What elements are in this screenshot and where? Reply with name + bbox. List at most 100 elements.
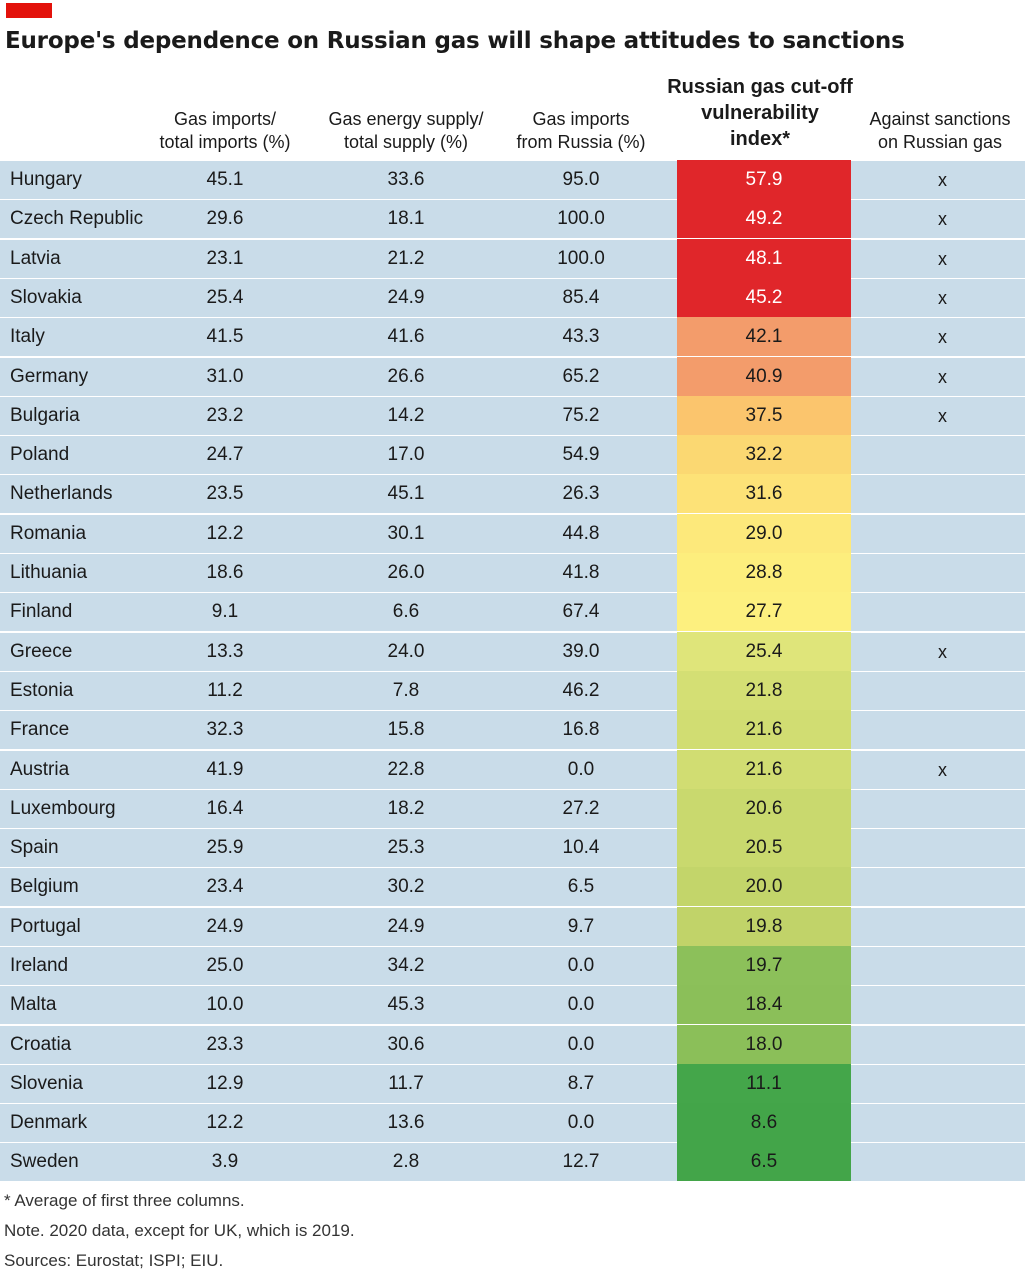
header-index-line3: index* (729, 128, 791, 150)
cell-russia-share: 95.0 (562, 169, 600, 190)
cell-country: Malta (10, 994, 57, 1015)
cell-gas-imports: 23.3 (206, 1034, 244, 1055)
footnote-note: Note. 2020 data, except for UK, which is… (4, 1221, 355, 1240)
row-divider (0, 1064, 1025, 1065)
cell-vulnerability-index: 11.1 (677, 1064, 851, 1103)
row-background (0, 435, 1025, 474)
row-divider (0, 474, 1025, 475)
cell-country: Spain (10, 837, 59, 858)
table-row: Spain 25.9 25.3 10.4 20.5 (0, 828, 1025, 867)
cell-russia-share: 85.4 (562, 287, 600, 308)
cell-gas-supply: 7.8 (392, 680, 420, 701)
cell-country: Belgium (10, 876, 79, 897)
cell-vulnerability-index: 18.0 (677, 1025, 851, 1064)
header-russia-share: Gas imports from Russia (%) (500, 108, 662, 154)
row-divider (0, 710, 1025, 711)
cell-gas-imports: 41.5 (206, 326, 244, 347)
table-row: Luxembourg 16.4 18.2 27.2 20.6 (0, 789, 1025, 828)
cell-gas-imports: 31.0 (206, 366, 244, 387)
cell-against-sanctions (855, 1142, 1025, 1181)
row-divider (0, 632, 1025, 633)
cell-country: Estonia (10, 680, 74, 701)
cell-vulnerability-index: 27.7 (677, 592, 851, 631)
cell-vulnerability-index: 25.4 (677, 632, 851, 671)
row-background (0, 946, 1025, 985)
cell-vulnerability-index: 20.0 (677, 867, 851, 906)
header-against-sanctions: Against sanctions on Russian gas (855, 108, 1025, 154)
cell-country: Hungary (10, 169, 82, 190)
row-background (0, 396, 1025, 435)
row-background (0, 789, 1025, 828)
cell-gas-imports: 23.2 (206, 405, 244, 426)
cell-russia-share: 67.4 (562, 601, 600, 622)
cell-vulnerability-index: 19.8 (677, 907, 851, 946)
row-background (0, 317, 1025, 356)
table-row: Czech Republic 29.6 18.1 100.0 49.2 x (0, 199, 1025, 238)
cell-russia-share: 43.3 (562, 326, 600, 347)
cell-vulnerability-index: 20.6 (677, 789, 851, 828)
row-background (0, 239, 1025, 278)
cell-gas-supply: 24.0 (387, 641, 425, 662)
table-row: Denmark 12.2 13.6 0.0 8.6 (0, 1103, 1025, 1142)
cell-vulnerability-index: 21.6 (677, 710, 851, 749)
table-row: Belgium 23.4 30.2 6.5 20.0 (0, 867, 1025, 906)
row-divider (0, 1142, 1025, 1143)
footnotes: * Average of first three columns. Note. … (4, 1186, 355, 1276)
cell-gas-supply: 25.3 (387, 837, 425, 858)
cell-russia-share: 27.2 (562, 798, 600, 819)
header-gas-imports-line1: Gas imports/ (173, 109, 277, 129)
cell-gas-supply: 24.9 (387, 916, 425, 937)
cell-vulnerability-index: 32.2 (677, 435, 851, 474)
cell-gas-supply: 41.6 (387, 326, 425, 347)
row-background (0, 553, 1025, 592)
cell-gas-supply: 45.3 (387, 994, 425, 1015)
cell-gas-supply: 30.2 (387, 876, 425, 897)
header-russia-share-line1: Gas imports (532, 109, 630, 129)
cell-gas-imports: 12.2 (206, 523, 244, 544)
cell-against-sanctions: x (938, 642, 947, 662)
table-row: Lithuania 18.6 26.0 41.8 28.8 (0, 553, 1025, 592)
row-background (0, 160, 1025, 199)
cell-against-sanctions (855, 828, 1025, 867)
cell-gas-imports: 24.9 (206, 916, 244, 937)
cell-gas-imports: 9.1 (211, 601, 239, 622)
row-divider (0, 985, 1025, 986)
cell-gas-supply: 6.6 (392, 601, 420, 622)
cell-gas-supply: 18.2 (387, 798, 425, 819)
row-divider (0, 514, 1025, 515)
cell-vulnerability-index: 31.6 (677, 474, 851, 513)
cell-country: Czech Republic (10, 208, 144, 229)
cell-gas-supply: 26.6 (387, 366, 425, 387)
table-header: Gas imports/ total imports (%) Gas energ… (0, 70, 1025, 160)
cell-gas-supply: 18.1 (387, 208, 425, 229)
cell-country: Portugal (10, 916, 81, 937)
table-row: Slovenia 12.9 11.7 8.7 11.1 (0, 1064, 1025, 1103)
cell-country: Denmark (10, 1112, 88, 1133)
header-gas-supply: Gas energy supply/ total supply (%) (313, 108, 499, 154)
cell-gas-supply: 33.6 (387, 169, 425, 190)
row-background (0, 474, 1025, 513)
row-divider (0, 317, 1025, 318)
table-row: Portugal 24.9 24.9 9.7 19.8 (0, 907, 1025, 946)
cell-against-sanctions (855, 789, 1025, 828)
cell-gas-imports: 25.0 (206, 955, 244, 976)
cell-vulnerability-index: 8.6 (677, 1103, 851, 1142)
cell-russia-share: 26.3 (562, 483, 600, 504)
cell-gas-imports: 10.0 (206, 994, 244, 1015)
row-divider (0, 553, 1025, 554)
header-gas-supply-line2: total supply (%) (343, 132, 469, 152)
cell-vulnerability-index: 37.5 (677, 396, 851, 435)
row-divider (0, 592, 1025, 593)
cell-country: Ireland (10, 955, 69, 976)
cell-country: Netherlands (10, 483, 113, 504)
cell-country: Austria (10, 759, 70, 780)
cell-vulnerability-index: 28.8 (677, 553, 851, 592)
row-divider (0, 828, 1025, 829)
row-background (0, 357, 1025, 396)
cell-against-sanctions (855, 1103, 1025, 1142)
table-row: Sweden 3.9 2.8 12.7 6.5 (0, 1142, 1025, 1181)
table-row: Finland 9.1 6.6 67.4 27.7 (0, 592, 1025, 631)
cell-russia-share: 75.2 (562, 405, 600, 426)
cell-russia-share: 44.8 (562, 523, 600, 544)
cell-russia-share: 0.0 (567, 1034, 595, 1055)
